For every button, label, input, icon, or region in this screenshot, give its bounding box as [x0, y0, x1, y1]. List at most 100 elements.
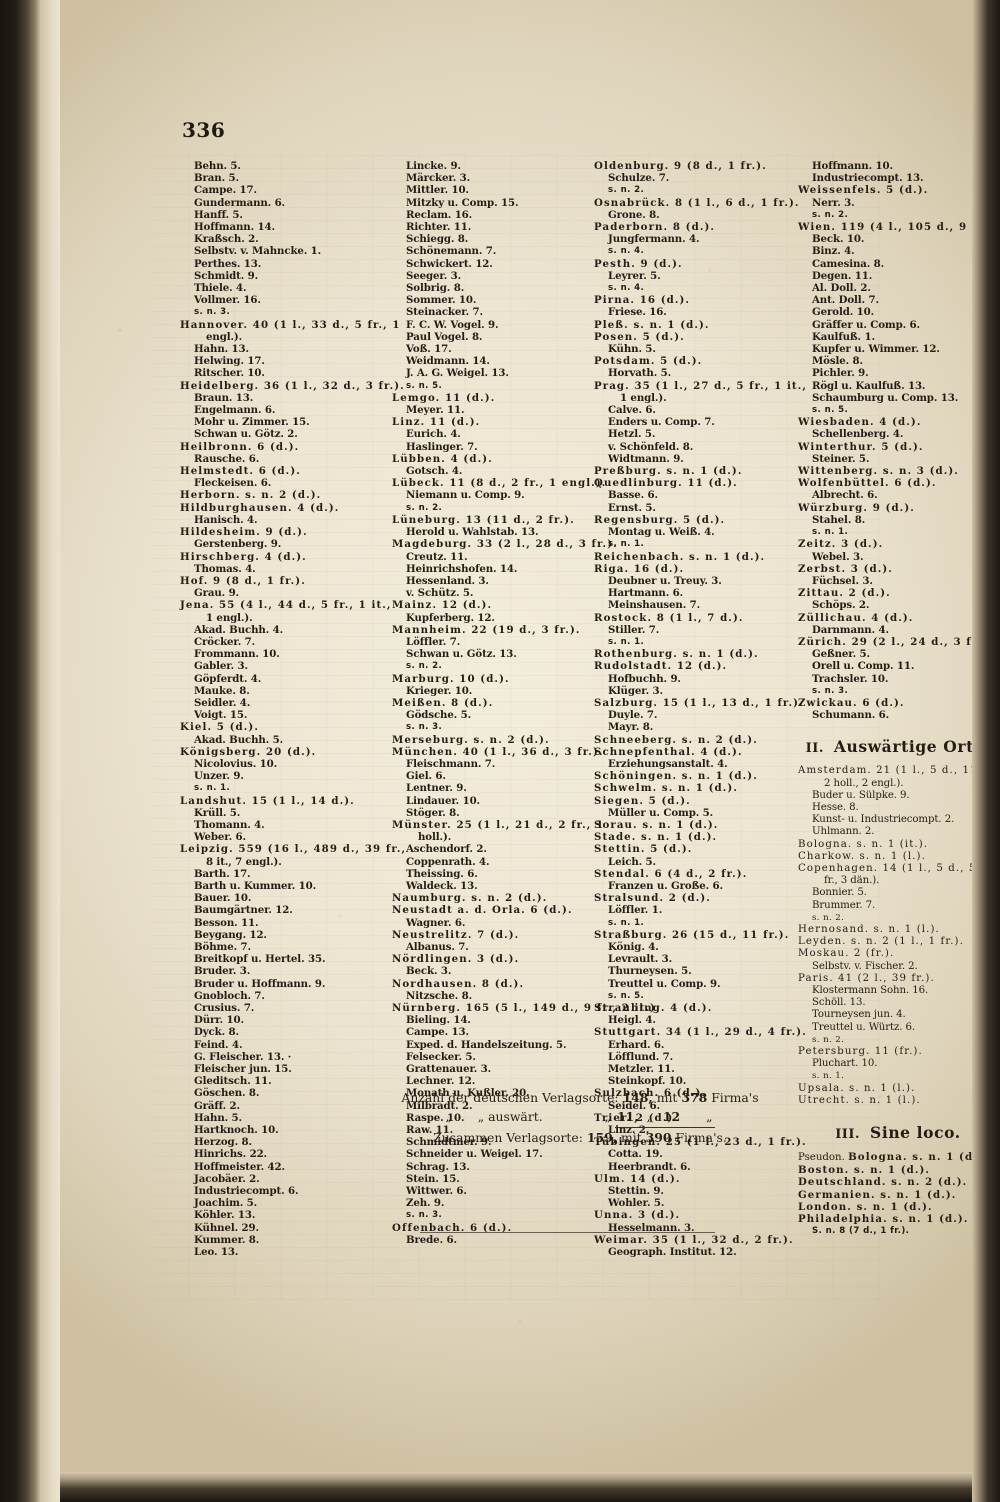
directory-place-entry: London. s. n. 1 (d.).: [798, 1200, 933, 1213]
directory-firm-entry: Richter. 11.: [406, 221, 472, 234]
directory-place-entry: Mainz. 12 (d.).: [392, 599, 493, 612]
directory-firm-entry: Waldeck. 13.: [406, 879, 478, 892]
directory-firm-entry: Braun. 13.: [194, 391, 254, 404]
directory-sn-entry: s. n. 5.: [812, 405, 849, 416]
directory-firm-entry: v. Schütz. 5.: [406, 587, 474, 600]
directory-firm-entry: Sommer. 10.: [406, 294, 477, 307]
directory-firm-entry: Beck. 10.: [812, 233, 865, 246]
summary-mit-1: mit: [656, 1090, 678, 1105]
directory-firm-entry: Herold u. Wahlstab. 13.: [406, 526, 539, 539]
page-number: 336: [182, 118, 226, 142]
directory-firm-entry: Grone. 8.: [608, 208, 660, 221]
directory-sn-entry: s. n. 1.: [608, 636, 645, 647]
directory-place-entry: Deutschland. s. n. 2 (d.).: [798, 1176, 968, 1189]
directory-place-entry: Nordhausen. 8 (d.).: [392, 977, 525, 990]
directory-firm-entry: Solbrig. 8.: [406, 282, 465, 295]
directory-firm-entry: Crusius. 7.: [194, 1002, 255, 1015]
summary-ditto-3: „: [604, 1109, 611, 1124]
directory-place-entry: Züllichau. 4 (d.).: [798, 611, 914, 624]
directory-place-entry: Tübingen. 25 (1 l., 23 d., 1 fr.).: [594, 1136, 807, 1149]
directory-place-entry: Schwelm. s. n. 1 (d.).: [594, 782, 738, 795]
summary-ditto-4: „: [646, 1109, 653, 1124]
directory-place-entry: Neustrelitz. 7 (d.).: [392, 928, 520, 941]
directory-place-entry: Lemgo. 11 (d.).: [392, 391, 496, 404]
directory-firm-entry: Selbstv. v. Mahncke. 1.: [194, 245, 322, 258]
directory-firm-entry: Nerr. 3.: [812, 196, 855, 209]
directory-firm-entry: Barth u. Kummer. 10.: [194, 879, 317, 892]
directory-firm-entry: Enders u. Comp. 7.: [608, 416, 715, 429]
directory-firm-entry: Albrecht. 6.: [812, 489, 878, 502]
footer-rule: [420, 1232, 715, 1234]
directory-firm-entry: Füchsel. 3.: [812, 574, 873, 587]
directory-firm-entry: Hessenland. 3.: [406, 574, 489, 587]
directory-firm-entry: Hofbuchh. 9.: [608, 672, 681, 685]
directory-firm-entry: Reclam. 16.: [406, 208, 473, 221]
directory-place-entry: Hannover. 40 (1 l., 33 d., 5 fr., 1: [180, 318, 401, 331]
directory-firm-entry: Uhlmann. 2.: [812, 826, 875, 838]
directory-place-entry: Pirna. 16 (d.).: [594, 294, 691, 307]
directory-place-entry: Nördlingen. 3 (d.).: [392, 953, 520, 966]
directory-firm-entry: Nicolovius. 10.: [194, 757, 278, 770]
directory-place-entry: Mannheim. 22 (19 d., 3 fr.).: [392, 623, 581, 636]
summary-label-german: Anzahl der deutschen Verlagsorte:: [401, 1090, 619, 1105]
directory-firm-entry: Grattenauer. 3.: [406, 1063, 492, 1076]
directory-firm-entry: Köhler. 13.: [194, 1209, 256, 1222]
directory-firm-entry: Wohler. 5.: [608, 1197, 665, 1210]
directory-place-entry: Schöningen. s. n. 1 (d.).: [594, 770, 758, 783]
directory-sn-entry: s. n. 2.: [812, 912, 845, 923]
directory-place-entry: Helmstedt. 6 (d.).: [180, 465, 301, 478]
directory-place-entry: Posen. 5 (d.).: [594, 330, 685, 343]
directory-firm-entry: Jungfermann. 4.: [608, 233, 700, 246]
directory-firm-entry: Cotta. 19.: [608, 1148, 663, 1161]
directory-firm-entry: Tourneysen jun. 4.: [812, 1009, 906, 1021]
directory-firm-entry: Schwickert. 12.: [406, 257, 493, 270]
summary-unit-2: Firma's.: [675, 1130, 727, 1145]
directory-place-entry: Moskau. 2 (fr.).: [798, 948, 895, 960]
directory-firm-entry: Metzler. 11.: [608, 1063, 675, 1076]
directory-firm-entry: Perthes. 13.: [194, 257, 262, 270]
directory-firm-entry: Fleischer jun. 15.: [194, 1063, 292, 1076]
directory-firm-entry: Akad. Buchh. 5.: [194, 733, 284, 746]
directory-firm-entry: Erhard. 6.: [608, 1038, 665, 1051]
directory-firm-entry: Barth. 17.: [194, 867, 251, 880]
directory-firm-entry: Kunst- u. Industriecompt. 2.: [812, 814, 955, 826]
directory-firm-entry: Calve. 6.: [608, 404, 656, 417]
directory-place-entry: Leipzig. 559 (16 l., 489 d., 39 fr.,: [180, 843, 407, 856]
directory-firm-entry: Eurich. 4.: [406, 428, 461, 441]
directory-firm-entry: Thomas. 4.: [194, 562, 256, 575]
directory-firm-entry: Deubner u. Treuy. 3.: [608, 574, 722, 587]
directory-place-entry: Heilbronn. 6 (d.).: [180, 440, 300, 453]
directory-firm-entry: Herzog. 8.: [194, 1136, 252, 1149]
directory-firm-entry: Hahn. 13.: [194, 343, 249, 356]
directory-place-entry: Stralsund. 2 (d.).: [594, 892, 711, 905]
directory-firm-entry: Darnmann. 4.: [812, 623, 889, 636]
section-heading-sine-loco: III. Sine loco.: [798, 1123, 998, 1142]
directory-firm-entry: Hoffmeister. 42.: [194, 1160, 285, 1173]
directory-firm-entry: Hanisch. 4.: [194, 513, 258, 526]
directory-firm-entry: Voß. 17.: [406, 343, 452, 356]
directory-place-entry: Zürich. 29 (2 l., 24 d., 3 fr.).: [798, 635, 993, 648]
directory-firm-entry: Heigl. 4.: [608, 1014, 656, 1027]
directory-firm-entry: Beck. 3.: [406, 965, 452, 978]
scan-edge-right: [972, 0, 1000, 1502]
directory-place-entry: Reichenbach. s. n. 1 (d.).: [594, 550, 766, 563]
directory-firm-entry: Ant. Doll. 7.: [812, 294, 879, 307]
directory-firm-entry: Exped. d. Handelszeitung. 5.: [406, 1038, 567, 1051]
directory-place-entry: Zwickau. 6 (d.).: [798, 696, 905, 709]
directory-continuation-line: 1 engl.).: [620, 391, 667, 404]
directory-firm-entry: König. 4.: [608, 941, 659, 953]
directory-firm-entry: Lentner. 9.: [406, 782, 467, 795]
directory-firm-entry: Friese. 16.: [608, 306, 667, 319]
directory-firm-entry: Gotsch. 4.: [406, 465, 463, 478]
directory-place-entry: Wien. 119 (4 l., 105 d., 9 fr., 1 it.).: [798, 221, 1000, 234]
directory-firm-entry: Duyle. 7.: [608, 709, 658, 722]
directory-place-entry: Hof. 9 (8 d., 1 fr.).: [180, 574, 306, 587]
directory-firm-entry: Webel. 3.: [812, 550, 864, 563]
directory-firm-entry: Breitkopf u. Hertel. 35.: [194, 953, 326, 966]
directory-firm-entry: Kühn. 5.: [608, 343, 656, 356]
directory-firm-entry: Camesina. 8.: [812, 257, 885, 270]
directory-firm-entry: Märcker. 3.: [406, 172, 471, 185]
directory-firm-entry: Kraßsch. 2.: [194, 233, 259, 246]
directory-firm-entry: Kühnel. 29.: [194, 1221, 259, 1234]
